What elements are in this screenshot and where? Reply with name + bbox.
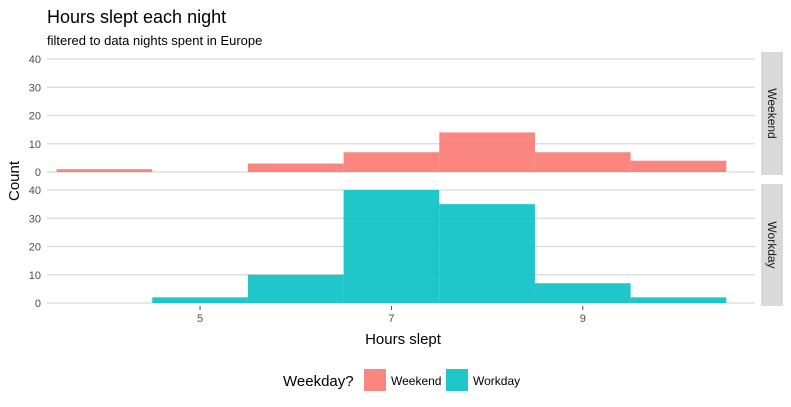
histogram-bar: [630, 297, 727, 303]
histogram-bar: [343, 190, 440, 303]
legend-label-weekend: Weekend: [391, 374, 441, 388]
histogram-bar: [439, 204, 535, 303]
facet-panels: 0 10 20 30 40 Weekend 0 10 20 30 40 Workday: [29, 52, 783, 310]
y-tick-label: 30: [29, 82, 41, 94]
histogram-bar: [247, 274, 344, 303]
legend: Weekend Workday: [364, 369, 520, 391]
y-tick-label: 10: [29, 139, 41, 151]
histogram-bar: [630, 160, 727, 172]
x-tick-label: 9: [580, 313, 586, 325]
x-tick-label: 7: [388, 313, 394, 325]
legend-key-workday: [446, 369, 468, 391]
histogram-bar: [534, 152, 631, 172]
legend-title: Weekday?: [283, 373, 354, 390]
facet-panel-weekend: 0 10 20 30 40 Weekend: [29, 52, 783, 179]
histogram-bar: [152, 297, 248, 303]
x-axis: 5 7 9: [197, 306, 586, 325]
y-tick-label: 20: [29, 242, 41, 254]
histogram-bar: [534, 283, 631, 303]
legend-label-workday: Workday: [473, 374, 520, 388]
facet-strip: [761, 184, 783, 306]
y-tick-label: 20: [29, 111, 41, 123]
histogram-bar: [343, 152, 440, 172]
x-axis-title: Hours slept: [365, 331, 442, 348]
facet-strip-label: Workday: [765, 221, 779, 268]
legend-key-weekend: [364, 369, 386, 391]
facet-strip: [761, 52, 783, 175]
y-tick-label: 40: [29, 185, 41, 197]
y-tick-label: 0: [35, 167, 41, 179]
histogram-bar: [247, 163, 344, 172]
histogram-bar: [56, 169, 153, 172]
facet-panel-workday: 0 10 20 30 40 Workday: [29, 184, 783, 310]
y-tick-label: 0: [35, 298, 41, 310]
x-tick-label: 5: [197, 313, 203, 325]
y-axis-title: Count: [6, 160, 23, 201]
chart-subtitle: filtered to data nights spent in Europe: [47, 33, 262, 48]
chart-title: Hours slept each night: [47, 7, 226, 27]
histogram-bar: [439, 132, 535, 172]
y-tick-label: 40: [29, 54, 41, 66]
facet-strip-label: Weekend: [765, 88, 779, 138]
y-tick-label: 10: [29, 270, 41, 282]
y-tick-label: 30: [29, 213, 41, 225]
